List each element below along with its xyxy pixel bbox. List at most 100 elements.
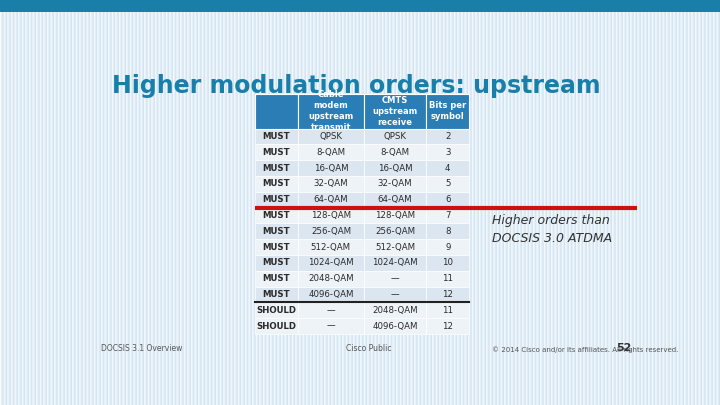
- FancyBboxPatch shape: [426, 145, 469, 160]
- Text: Cable
modem
upstream
transmit: Cable modem upstream transmit: [308, 90, 354, 132]
- FancyBboxPatch shape: [426, 318, 469, 334]
- FancyBboxPatch shape: [426, 255, 469, 271]
- Text: —: —: [391, 274, 400, 283]
- Text: QPSK: QPSK: [320, 132, 343, 141]
- FancyBboxPatch shape: [426, 94, 469, 129]
- FancyBboxPatch shape: [255, 94, 298, 129]
- Text: MUST: MUST: [263, 164, 290, 173]
- Text: 128-QAM: 128-QAM: [311, 211, 351, 220]
- Text: 2048-QAM: 2048-QAM: [308, 274, 354, 283]
- FancyBboxPatch shape: [364, 145, 426, 160]
- Text: 7: 7: [445, 211, 451, 220]
- FancyBboxPatch shape: [298, 129, 364, 145]
- Text: 4096-QAM: 4096-QAM: [308, 290, 354, 299]
- Text: 5: 5: [445, 179, 451, 188]
- Text: 512-QAM: 512-QAM: [375, 243, 415, 252]
- FancyBboxPatch shape: [0, 0, 720, 12]
- Text: SHOULD: SHOULD: [256, 306, 297, 315]
- FancyBboxPatch shape: [255, 224, 298, 239]
- Text: DOCSIS 3.1 Overview: DOCSIS 3.1 Overview: [101, 344, 183, 353]
- FancyBboxPatch shape: [298, 224, 364, 239]
- Text: Higher orders than
DOCSIS 3.0 ATDMA: Higher orders than DOCSIS 3.0 ATDMA: [492, 214, 612, 245]
- FancyBboxPatch shape: [364, 160, 426, 176]
- FancyBboxPatch shape: [364, 192, 426, 208]
- FancyBboxPatch shape: [255, 129, 298, 145]
- FancyBboxPatch shape: [298, 160, 364, 176]
- Text: 512-QAM: 512-QAM: [311, 243, 351, 252]
- Text: MUST: MUST: [263, 179, 290, 188]
- FancyBboxPatch shape: [364, 271, 426, 287]
- FancyBboxPatch shape: [298, 239, 364, 255]
- Text: © 2014 Cisco and/or its affiliates. All rights reserved.: © 2014 Cisco and/or its affiliates. All …: [492, 346, 678, 353]
- FancyBboxPatch shape: [426, 192, 469, 208]
- Text: 10: 10: [442, 258, 454, 267]
- Text: 32-QAM: 32-QAM: [314, 179, 348, 188]
- FancyBboxPatch shape: [298, 94, 364, 129]
- Text: 8-QAM: 8-QAM: [316, 148, 346, 157]
- FancyBboxPatch shape: [426, 176, 469, 192]
- Text: MUST: MUST: [263, 148, 290, 157]
- Text: 52: 52: [616, 343, 631, 353]
- FancyBboxPatch shape: [255, 208, 298, 224]
- Text: MUST: MUST: [263, 211, 290, 220]
- FancyBboxPatch shape: [255, 145, 298, 160]
- FancyBboxPatch shape: [364, 287, 426, 303]
- Text: QPSK: QPSK: [384, 132, 407, 141]
- FancyBboxPatch shape: [255, 318, 298, 334]
- Text: —: —: [327, 306, 336, 315]
- FancyBboxPatch shape: [255, 271, 298, 287]
- FancyBboxPatch shape: [298, 255, 364, 271]
- Text: 11: 11: [442, 306, 454, 315]
- Text: SHOULD: SHOULD: [256, 322, 297, 330]
- FancyBboxPatch shape: [364, 318, 426, 334]
- Text: 11: 11: [442, 274, 454, 283]
- FancyBboxPatch shape: [426, 129, 469, 145]
- FancyBboxPatch shape: [364, 176, 426, 192]
- Text: MUST: MUST: [263, 227, 290, 236]
- FancyBboxPatch shape: [255, 239, 298, 255]
- FancyBboxPatch shape: [426, 271, 469, 287]
- Text: 256-QAM: 256-QAM: [375, 227, 415, 236]
- FancyBboxPatch shape: [426, 287, 469, 303]
- Text: —: —: [391, 290, 400, 299]
- Text: 12: 12: [442, 322, 454, 330]
- FancyBboxPatch shape: [255, 255, 298, 271]
- Text: Cisco Public: Cisco Public: [346, 344, 392, 353]
- FancyBboxPatch shape: [426, 224, 469, 239]
- Text: 2: 2: [445, 132, 451, 141]
- Text: 128-QAM: 128-QAM: [375, 211, 415, 220]
- FancyBboxPatch shape: [255, 287, 298, 303]
- FancyBboxPatch shape: [364, 208, 426, 224]
- Text: 3: 3: [445, 148, 451, 157]
- FancyBboxPatch shape: [364, 129, 426, 145]
- Text: MUST: MUST: [263, 258, 290, 267]
- FancyBboxPatch shape: [298, 303, 364, 318]
- Text: 4096-QAM: 4096-QAM: [372, 322, 418, 330]
- FancyBboxPatch shape: [298, 145, 364, 160]
- Text: 4: 4: [445, 164, 451, 173]
- Text: —: —: [327, 322, 336, 330]
- FancyBboxPatch shape: [298, 176, 364, 192]
- FancyBboxPatch shape: [426, 239, 469, 255]
- Text: 16-QAM: 16-QAM: [378, 164, 413, 173]
- Text: MUST: MUST: [263, 243, 290, 252]
- FancyBboxPatch shape: [255, 176, 298, 192]
- FancyBboxPatch shape: [298, 287, 364, 303]
- FancyBboxPatch shape: [298, 318, 364, 334]
- Text: 8: 8: [445, 227, 451, 236]
- FancyBboxPatch shape: [426, 160, 469, 176]
- Text: 32-QAM: 32-QAM: [378, 179, 413, 188]
- Text: 64-QAM: 64-QAM: [378, 195, 413, 204]
- Text: 16-QAM: 16-QAM: [314, 164, 348, 173]
- Text: 12: 12: [442, 290, 454, 299]
- FancyBboxPatch shape: [298, 192, 364, 208]
- FancyBboxPatch shape: [364, 94, 426, 129]
- Text: 1024-QAM: 1024-QAM: [308, 258, 354, 267]
- Text: MUST: MUST: [263, 132, 290, 141]
- FancyBboxPatch shape: [364, 224, 426, 239]
- Text: 64-QAM: 64-QAM: [314, 195, 348, 204]
- FancyBboxPatch shape: [298, 208, 364, 224]
- FancyBboxPatch shape: [255, 160, 298, 176]
- FancyBboxPatch shape: [426, 303, 469, 318]
- FancyBboxPatch shape: [364, 303, 426, 318]
